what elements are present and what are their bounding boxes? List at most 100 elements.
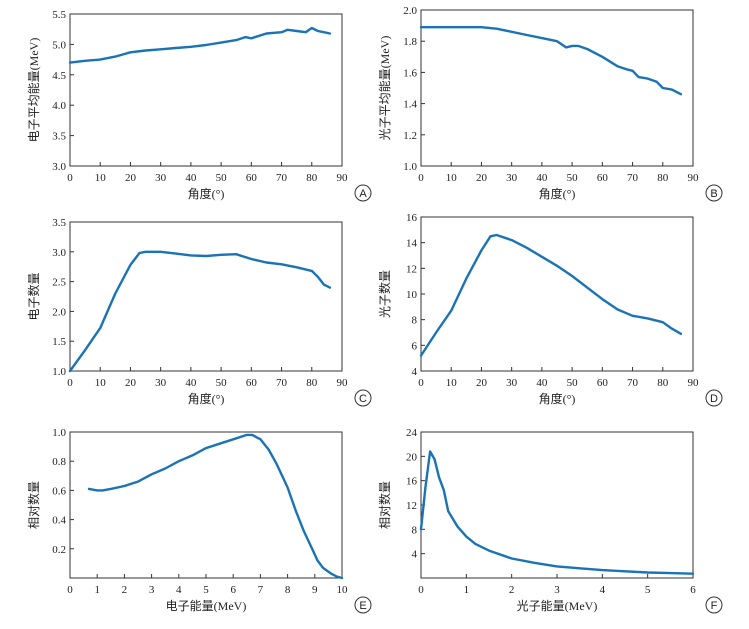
data-line	[68, 250, 332, 373]
x-tick-label: 90	[688, 377, 700, 389]
x-tick-label: 50	[216, 377, 228, 389]
x-tick-label: 30	[506, 377, 518, 389]
x-tick-label: 0	[418, 172, 424, 184]
plot-frame	[420, 9, 694, 167]
x-tick-label: 40	[185, 377, 197, 389]
y-tick-label: 6	[412, 340, 418, 352]
data-line	[419, 233, 683, 357]
panel-D: 0 10 20 30 40 50 60 70 80 90 4 6 8 10 12 14 16 角度(°) 光子数量 D	[377, 212, 723, 407]
panel-letter-circle	[705, 389, 723, 407]
x-tick-label: 10	[337, 584, 349, 596]
y-tick-label: 2.0	[52, 306, 66, 318]
x-tick-label: 30	[155, 172, 167, 184]
panel-B: 0 10 20 30 40 50 60 70 80 90 1.0 1.2 1.4 1.6 1.8 2.0 角度(…	[378, 5, 723, 202]
x-tick-label: 6	[690, 584, 696, 596]
y-tick-label: 8	[412, 524, 418, 536]
x-tick-label: 6	[230, 584, 236, 596]
y-tick-label: 3.0	[52, 161, 66, 173]
x-tick-label: 70	[276, 377, 288, 389]
panel-letter: F	[711, 600, 718, 612]
y-tick-label: 0.8	[52, 456, 66, 468]
x-tick-label: 80	[657, 377, 669, 389]
y-tick-label: 5.5	[52, 9, 66, 21]
y-tick-label: 24	[406, 427, 418, 439]
y-tick-label: 1.5	[52, 336, 66, 348]
x-tick-label: 1	[94, 584, 100, 596]
y-tick-label: 10	[406, 289, 418, 301]
y-tick-label: 16	[406, 476, 418, 488]
y-tick-label: 2.5	[52, 277, 66, 289]
x-tick-label: 50	[567, 172, 579, 184]
plot-frame	[69, 431, 343, 579]
x-axis-label: 电子能量(MeV)	[166, 599, 247, 613]
x-tick-label: 50	[216, 172, 228, 184]
x-tick-label: 40	[185, 172, 197, 184]
y-axis-label: 光子平均能量(MeV)	[378, 36, 392, 141]
data-line	[419, 450, 695, 575]
x-tick-label: 20	[476, 172, 488, 184]
x-tick-label: 5	[645, 584, 651, 596]
x-tick-label: 0	[418, 377, 424, 389]
x-tick-label: 7	[258, 584, 264, 596]
x-tick-label: 40	[536, 377, 548, 389]
x-tick-label: 4	[176, 584, 182, 596]
x-tick-label: 5	[203, 584, 209, 596]
x-axis-label: 角度(°)	[188, 186, 225, 201]
data-line	[419, 26, 683, 96]
y-tick-label: 4	[412, 549, 418, 561]
x-tick-label: 90	[688, 172, 700, 184]
panel-letter-circle	[354, 389, 372, 407]
x-axis-label: 光子能量(MeV)	[517, 599, 598, 613]
x-axis-label: 角度(°)	[539, 391, 576, 406]
x-tick-label: 0	[67, 172, 73, 184]
y-tick-label: 12	[406, 500, 417, 512]
y-tick-label: 1.0	[403, 161, 417, 173]
x-tick-label: 20	[476, 377, 488, 389]
panel-letter-circle	[354, 184, 372, 202]
x-tick-label: 2	[122, 584, 128, 596]
x-tick-label: 80	[306, 172, 318, 184]
panel-letter-circle	[705, 184, 723, 202]
x-tick-label: 90	[337, 172, 349, 184]
x-tick-label: 30	[506, 172, 518, 184]
x-tick-label: 40	[536, 172, 548, 184]
x-tick-label: 20	[125, 377, 137, 389]
x-tick-label: 0	[67, 584, 73, 596]
y-tick-label: 4.0	[52, 100, 66, 112]
x-tick-label: 9	[312, 584, 318, 596]
y-tick-label: 8	[412, 315, 418, 327]
x-tick-label: 10	[446, 172, 458, 184]
x-tick-label: 0	[418, 584, 424, 596]
y-tick-label: 12	[406, 263, 417, 275]
y-tick-label: 0.4	[52, 515, 66, 527]
x-tick-label: 4	[600, 584, 606, 596]
panel-letter: D	[710, 393, 718, 405]
y-tick-label: 1.2	[403, 130, 417, 142]
x-tick-label: 70	[627, 172, 639, 184]
x-axis-label: 角度(°)	[539, 186, 576, 201]
y-tick-label: 1.6	[403, 67, 417, 79]
x-tick-label: 50	[567, 377, 579, 389]
x-tick-label: 80	[306, 377, 318, 389]
x-tick-label: 90	[337, 377, 349, 389]
y-tick-label: 5.0	[52, 39, 66, 51]
plot-frame	[420, 216, 694, 372]
x-tick-label: 60	[597, 172, 609, 184]
data-line	[87, 433, 344, 580]
y-tick-label: 20	[406, 451, 418, 463]
x-tick-label: 10	[446, 377, 458, 389]
plot-frame	[69, 221, 343, 372]
y-tick-label: 2.0	[403, 5, 417, 17]
panel-letter-circle	[354, 596, 372, 614]
y-tick-label: 14	[406, 238, 418, 250]
y-tick-label: 1.4	[403, 99, 417, 111]
y-tick-label: 1.0	[52, 427, 66, 439]
x-tick-label: 8	[285, 584, 291, 596]
x-tick-label: 10	[95, 377, 107, 389]
y-tick-label: 3.5	[52, 217, 66, 229]
y-tick-label: 0.2	[52, 544, 66, 556]
x-tick-label: 60	[246, 172, 258, 184]
panel-letter: B	[710, 188, 717, 200]
x-tick-label: 70	[627, 377, 639, 389]
